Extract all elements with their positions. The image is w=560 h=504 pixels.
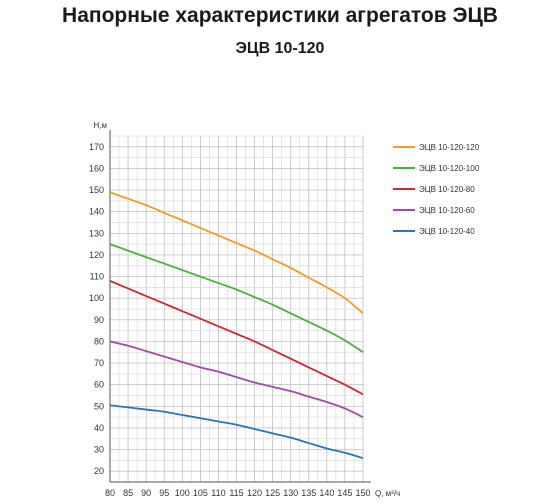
y-tick-label: 40 [94, 423, 104, 433]
x-tick-label: 120 [247, 488, 262, 498]
x-tick-label: 95 [159, 488, 169, 498]
series-line-1 [109, 191, 364, 315]
y-tick-label: 90 [94, 315, 104, 325]
legend-label: ЭЦВ 10-120-120 [419, 143, 480, 152]
x-tick-label: 80 [105, 488, 115, 498]
y-tick-label: 120 [89, 250, 104, 260]
y-tick-label: 100 [89, 293, 104, 303]
x-axis-label: Q, м³/ч [375, 489, 400, 498]
x-tick-label: 100 [175, 488, 190, 498]
y-tick-label: 110 [90, 272, 104, 282]
y-tick-label: 170 [89, 142, 104, 152]
y-tick-label: 160 [89, 163, 104, 173]
chart-subtitle: ЭЦВ 10-120 [235, 40, 325, 57]
y-tick-label: 130 [89, 228, 104, 238]
y-tick-label: 140 [89, 207, 104, 217]
legend-label: ЭЦВ 10-120-40 [419, 227, 475, 236]
x-tick-label: 140 [319, 488, 334, 498]
x-tick-label: 135 [301, 488, 316, 498]
legend-label: ЭЦВ 10-120-80 [419, 185, 475, 194]
series-line-2 [109, 243, 364, 354]
x-tick-label: 85 [123, 488, 133, 498]
x-tick-label: 150 [355, 488, 370, 498]
y-tick-label: 30 [94, 445, 104, 455]
y-tick-label: 50 [94, 401, 104, 411]
x-tick-label: 145 [337, 488, 352, 498]
series-line-5 [109, 404, 364, 460]
y-axis-label: H,м [94, 121, 108, 130]
y-tick-label: 150 [89, 185, 104, 195]
x-tick-label: 130 [283, 488, 298, 498]
series-line-3 [109, 280, 364, 396]
x-tick-label: 90 [141, 488, 151, 498]
y-tick-label: 70 [94, 358, 104, 368]
x-tick-label: 105 [193, 488, 208, 498]
legend-label: ЭЦВ 10-120-60 [419, 206, 475, 215]
y-tick-label: 20 [94, 466, 104, 476]
y-tick-label: 80 [94, 336, 104, 346]
x-tick-label: 125 [265, 488, 280, 498]
chart-title: Напорные характеристики агрегатов ЭЦВ [62, 4, 498, 27]
x-tick-label: 110 [211, 488, 225, 498]
legend-label: ЭЦВ 10-120-100 [419, 164, 480, 173]
y-tick-label: 60 [94, 380, 104, 390]
x-tick-label: 115 [229, 488, 243, 498]
series-line-4 [109, 340, 364, 418]
